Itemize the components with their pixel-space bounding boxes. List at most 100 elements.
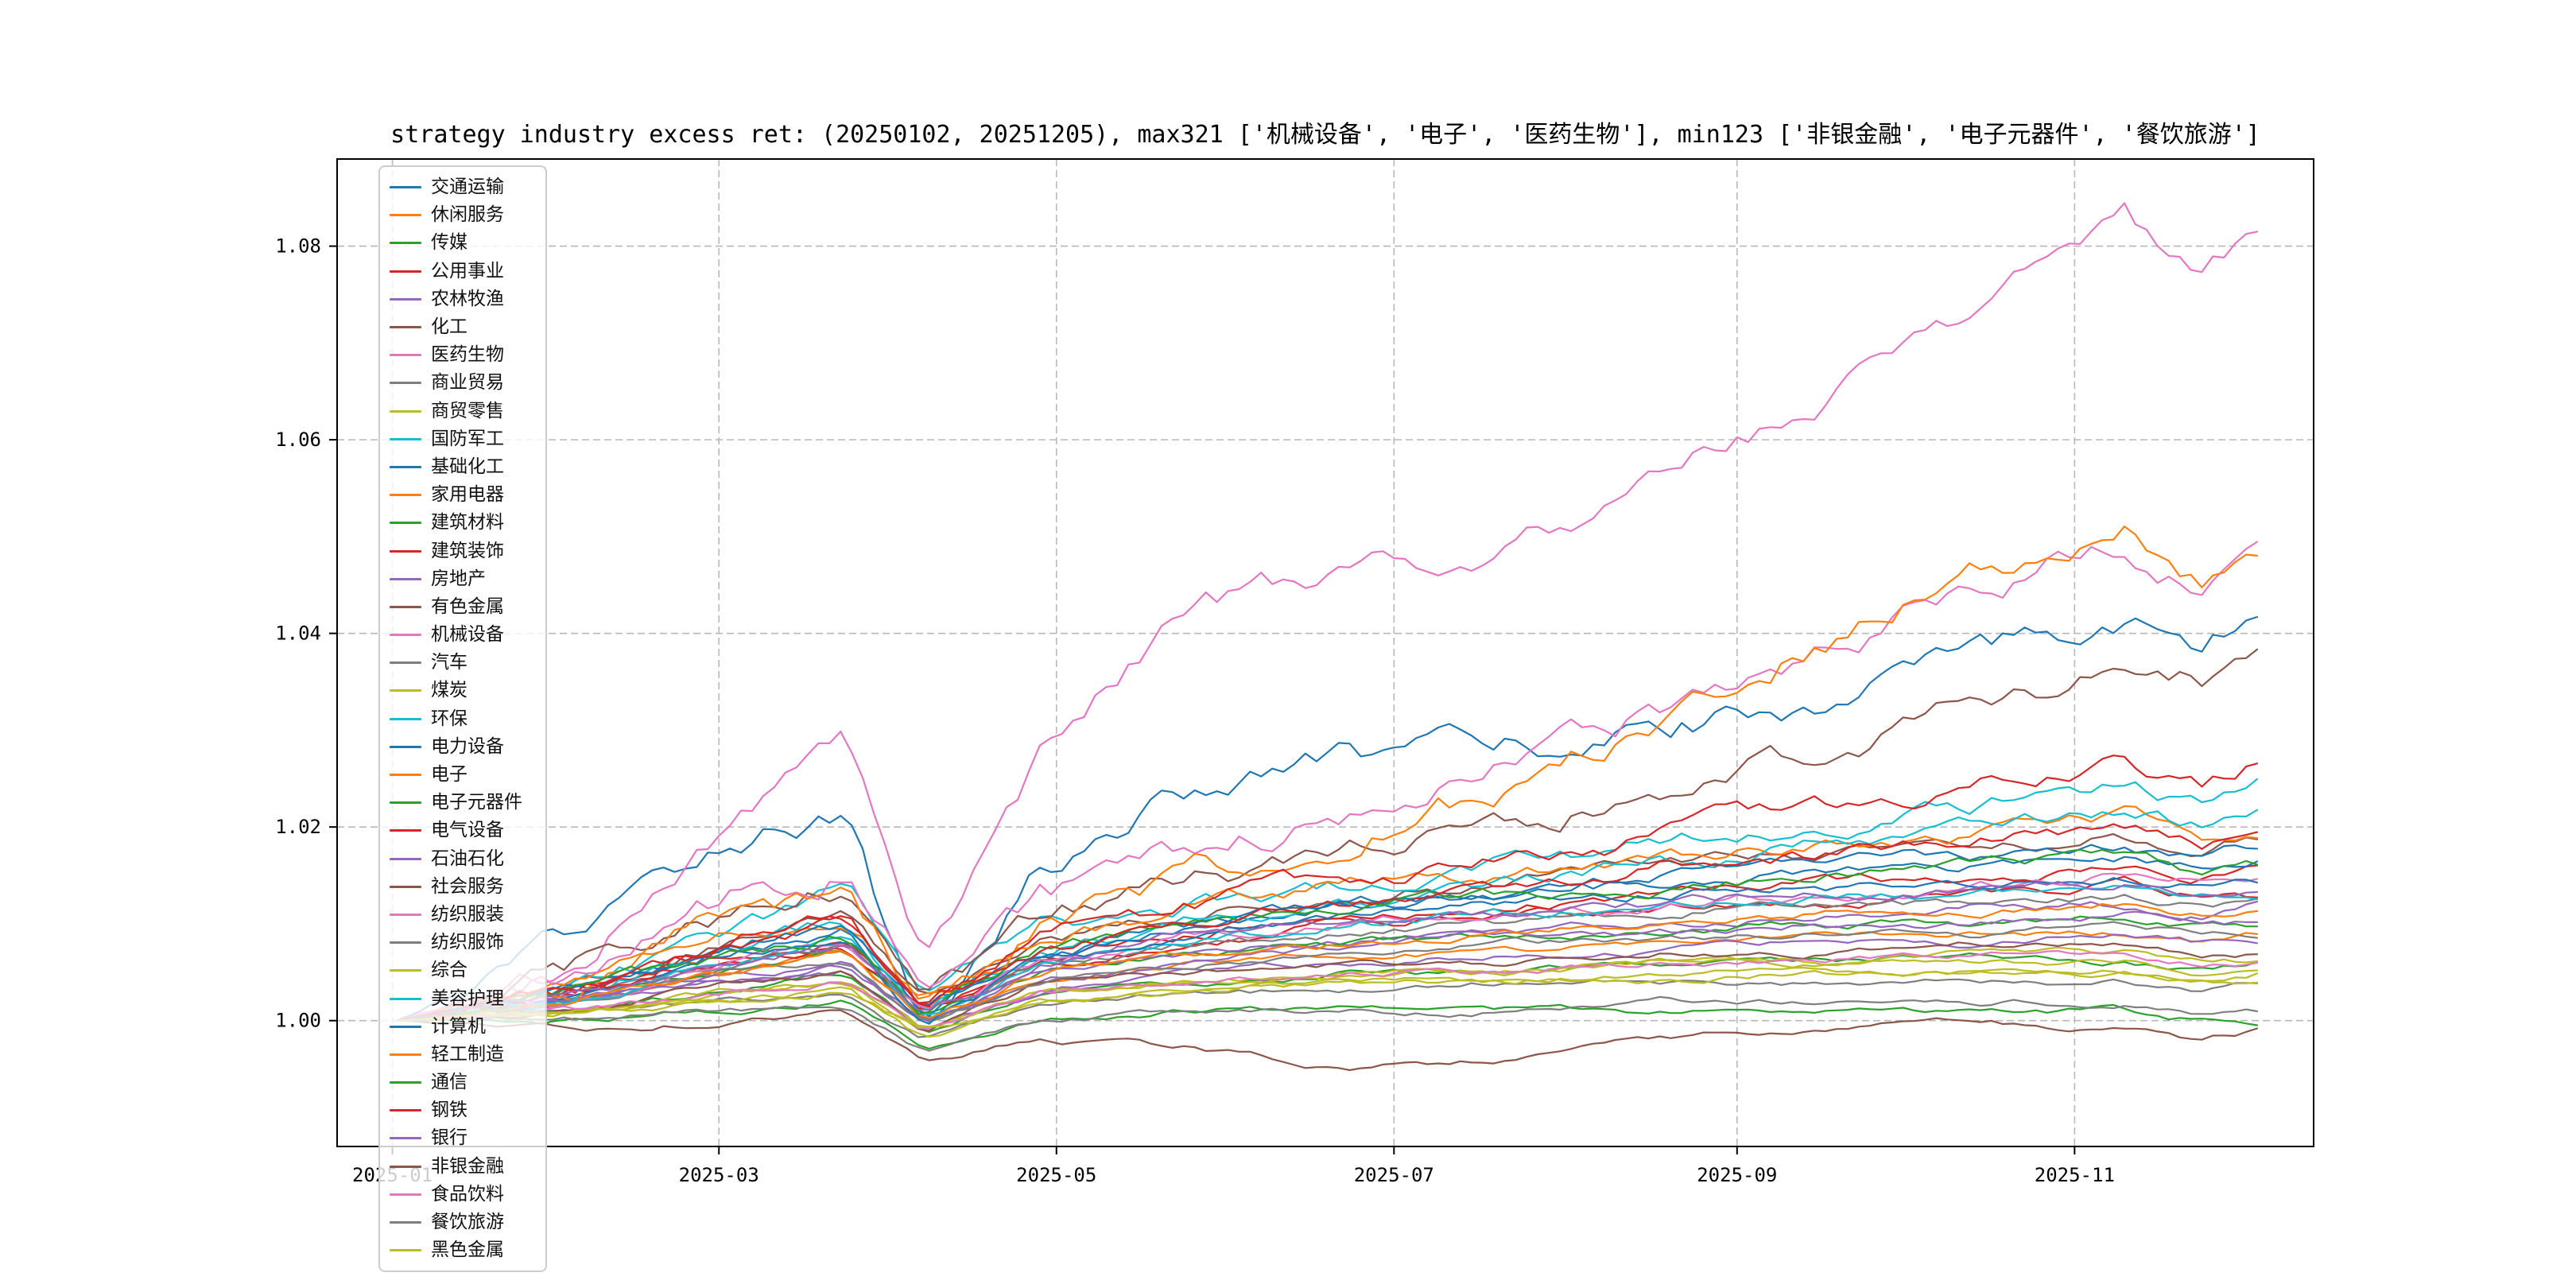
legend-label: 公用事业 (431, 260, 504, 281)
legend-label: 纺织服饰 (431, 932, 504, 953)
legend-label: 交通运输 (431, 177, 504, 198)
legend-line-swatch (390, 409, 421, 413)
series-line (397, 541, 2259, 1022)
legend-line-swatch (390, 494, 421, 497)
legend-item: 餐饮旅游 (390, 1208, 537, 1236)
legend-line-swatch (390, 774, 421, 777)
legend-line-swatch (390, 661, 421, 665)
series-line (397, 1009, 2259, 1072)
series-line (397, 921, 2259, 1022)
legend-line-swatch (390, 885, 421, 888)
series-line (397, 885, 2259, 1022)
x-tick-label: 2025-07 (1354, 1164, 1434, 1186)
legend-item: 纺织服饰 (390, 929, 537, 956)
series-line (397, 823, 2259, 1022)
legend-label: 化工 (431, 316, 467, 338)
legend-item: 传媒 (390, 229, 537, 257)
legend-label: 建筑装饰 (431, 540, 504, 561)
legend-label: 钢铁 (431, 1100, 467, 1121)
legend-label: 传媒 (431, 232, 467, 254)
legend-line-swatch (390, 997, 421, 1000)
legend-line-swatch (390, 186, 421, 189)
legend-item: 电子 (390, 761, 537, 789)
legend-item: 石油石化 (390, 845, 537, 873)
series-line (397, 202, 2259, 1022)
legend-label: 计算机 (431, 1015, 486, 1037)
legend-line-swatch (390, 577, 421, 580)
legend-label: 餐饮旅游 (431, 1212, 504, 1233)
legend-line-swatch (390, 465, 421, 468)
legend-line-swatch (390, 689, 421, 692)
legend-line-swatch (390, 1137, 421, 1140)
series-line (397, 941, 2259, 1032)
series-line (397, 902, 2259, 1022)
legend-line-swatch (390, 382, 421, 385)
legend-label: 电子 (431, 764, 467, 786)
legend-line-swatch (390, 1249, 421, 1252)
legend-item: 通信 (390, 1069, 537, 1096)
legend-label: 社会服务 (431, 875, 504, 897)
series-line (397, 949, 2259, 1030)
legend-label: 农林牧渔 (431, 288, 504, 309)
x-tick-label: 2025-03 (679, 1164, 759, 1186)
legend-line-swatch (390, 549, 421, 553)
legend-line-swatch (390, 354, 421, 357)
legend-line-swatch (390, 1025, 421, 1028)
legend-line-swatch (390, 941, 421, 945)
legend-item: 计算机 (390, 1013, 537, 1041)
chart-title: strategy industry excess ret: (20250102,… (390, 121, 2260, 149)
legend-item: 轻工制造 (390, 1041, 537, 1069)
series-line (397, 894, 2259, 1023)
legend-label: 有色金属 (431, 596, 504, 617)
y-tick-label: 1.02 (275, 816, 321, 838)
legend-label: 环保 (431, 708, 467, 729)
legend-label: 机械设备 (431, 624, 504, 646)
series-line (397, 855, 2259, 1022)
legend-item: 医药生物 (390, 341, 537, 369)
legend-item: 建筑装饰 (390, 537, 537, 564)
legend-item: 国防军工 (390, 425, 537, 453)
legend-item: 电力设备 (390, 733, 537, 761)
legend-label: 轻工制造 (431, 1043, 504, 1065)
y-tick-label: 1.08 (275, 235, 321, 258)
legend-line-swatch (390, 717, 421, 720)
legend-item: 休闲服务 (390, 201, 537, 229)
legend-line-swatch (390, 913, 421, 916)
legend-item: 有色金属 (390, 593, 537, 621)
legend-item: 煤炭 (390, 677, 537, 704)
legend-label: 建筑材料 (431, 512, 504, 533)
legend-item: 化工 (390, 313, 537, 341)
legend-label: 休闲服务 (431, 204, 504, 226)
legend-label: 电力设备 (431, 735, 504, 757)
legend-item: 电子元器件 (390, 789, 537, 817)
legend-item: 汽车 (390, 649, 537, 677)
series-line (397, 881, 2259, 1022)
legend-label: 煤炭 (431, 680, 467, 701)
series-line (397, 615, 2259, 1022)
legend-label: 非银金融 (431, 1155, 504, 1177)
legend-line-swatch (390, 829, 421, 832)
legend-label: 房地产 (431, 568, 486, 589)
legend-item: 商贸零售 (390, 398, 537, 425)
legend-line-swatch (390, 1221, 421, 1224)
series-line (397, 648, 2259, 1022)
legend-label: 电气设备 (431, 820, 504, 841)
series-line (397, 526, 2259, 1022)
legend: 交通运输 休闲服务 传媒 公用事业 农林牧渔 化工 医药生物 商业贸易 商贸零售 国防军工 基础化工… (378, 165, 547, 1273)
legend-item: 公用事业 (390, 258, 537, 285)
x-tick-label: 2025-11 (2035, 1164, 2115, 1186)
legend-label: 电子元器件 (431, 792, 522, 813)
series-line (397, 955, 2259, 1030)
x-tick-label: 2025-05 (1016, 1164, 1096, 1186)
legend-line-swatch (390, 326, 421, 329)
legend-item: 综合 (390, 956, 537, 984)
series-line (397, 910, 2259, 1022)
legend-item: 黑色金属 (390, 1236, 537, 1264)
legend-label: 基础化工 (431, 456, 504, 477)
series-line (397, 968, 2259, 1029)
legend-line-swatch (390, 745, 421, 748)
x-tick-label: 2025-09 (1697, 1164, 1777, 1186)
legend-item: 房地产 (390, 565, 537, 593)
legend-item: 交通运输 (390, 173, 537, 201)
